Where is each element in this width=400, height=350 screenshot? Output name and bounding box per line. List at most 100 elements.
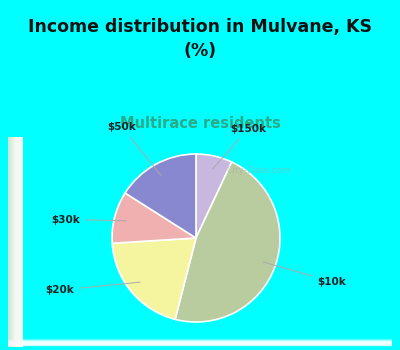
Bar xyxy=(11,136,18,346)
Bar xyxy=(11,136,19,346)
Bar xyxy=(12,136,19,346)
Bar xyxy=(8,340,392,344)
Bar xyxy=(8,340,392,344)
Bar xyxy=(8,340,392,344)
Text: City-Data.com: City-Data.com xyxy=(227,166,291,175)
Bar xyxy=(15,136,23,346)
Bar xyxy=(8,341,392,345)
Bar xyxy=(8,341,392,345)
Bar xyxy=(8,342,392,346)
Bar xyxy=(8,339,392,343)
Text: Income distribution in Mulvane, KS
(%): Income distribution in Mulvane, KS (%) xyxy=(28,19,372,60)
Bar xyxy=(9,136,17,346)
Bar xyxy=(8,340,392,344)
Bar xyxy=(13,136,21,346)
Bar xyxy=(14,136,22,346)
Bar xyxy=(8,339,392,343)
Bar xyxy=(10,136,17,346)
Bar xyxy=(8,136,16,346)
Bar xyxy=(8,342,392,346)
Bar xyxy=(8,338,392,343)
Bar xyxy=(9,136,16,346)
Bar xyxy=(8,340,392,344)
Bar xyxy=(10,136,18,346)
Bar xyxy=(10,136,18,346)
Bar xyxy=(8,340,392,344)
Bar xyxy=(8,342,392,346)
Bar xyxy=(14,136,22,346)
Text: $150k: $150k xyxy=(213,124,266,169)
Bar xyxy=(8,341,392,345)
Bar xyxy=(8,342,392,346)
Bar xyxy=(8,340,392,344)
Bar xyxy=(8,339,392,343)
Bar xyxy=(8,339,392,343)
Bar xyxy=(8,339,392,343)
Bar xyxy=(11,136,19,346)
Bar xyxy=(8,340,392,344)
Bar xyxy=(11,136,19,346)
Bar xyxy=(8,341,392,345)
Bar xyxy=(10,136,18,346)
Bar xyxy=(10,136,17,346)
Bar xyxy=(14,136,22,346)
Bar xyxy=(15,136,22,346)
Bar xyxy=(8,341,392,345)
Bar xyxy=(8,342,392,346)
Bar xyxy=(8,136,16,346)
Bar xyxy=(8,342,392,346)
Bar xyxy=(8,342,392,346)
Bar xyxy=(8,342,392,346)
Bar xyxy=(8,340,392,344)
Bar xyxy=(11,136,18,346)
Bar xyxy=(10,136,18,346)
Bar xyxy=(12,136,19,346)
Bar xyxy=(8,340,392,344)
Bar xyxy=(15,136,22,346)
Bar xyxy=(8,338,392,342)
Bar xyxy=(13,136,20,346)
Bar xyxy=(8,341,392,345)
Bar xyxy=(11,136,18,346)
Bar xyxy=(14,136,22,346)
Bar xyxy=(8,136,16,346)
Wedge shape xyxy=(196,154,232,238)
Bar xyxy=(10,136,18,346)
Bar xyxy=(8,340,392,344)
Bar xyxy=(12,136,20,346)
Wedge shape xyxy=(175,162,280,322)
Bar xyxy=(12,136,20,346)
Bar xyxy=(8,341,392,345)
Bar xyxy=(8,341,392,345)
Text: $30k: $30k xyxy=(52,215,126,224)
Bar xyxy=(8,342,392,346)
Bar xyxy=(14,136,22,346)
Bar xyxy=(8,338,392,343)
Bar xyxy=(15,136,23,346)
Bar xyxy=(8,339,392,343)
Bar xyxy=(13,136,21,346)
Bar xyxy=(8,136,16,346)
Bar xyxy=(8,341,392,345)
Text: $10k: $10k xyxy=(264,262,346,287)
Bar xyxy=(12,136,20,346)
Bar xyxy=(8,338,392,342)
Bar xyxy=(8,340,392,344)
Bar xyxy=(13,136,21,346)
Bar xyxy=(8,342,392,346)
Wedge shape xyxy=(112,238,196,319)
Bar xyxy=(8,338,392,343)
Bar xyxy=(16,136,23,346)
Text: Multirace residents: Multirace residents xyxy=(120,116,280,131)
Text: $20k: $20k xyxy=(46,282,140,295)
Bar xyxy=(13,136,20,346)
Bar xyxy=(9,136,16,346)
Wedge shape xyxy=(112,193,196,243)
Bar xyxy=(12,136,20,346)
Bar xyxy=(8,341,392,345)
Bar xyxy=(15,136,23,346)
Bar xyxy=(9,136,17,346)
Text: $50k: $50k xyxy=(108,122,161,175)
Bar xyxy=(8,339,392,343)
Bar xyxy=(8,339,392,343)
